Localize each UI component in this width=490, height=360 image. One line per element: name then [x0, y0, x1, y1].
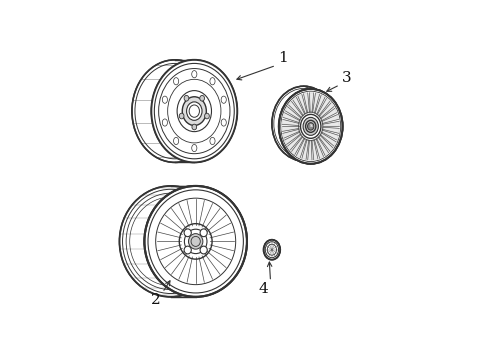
Ellipse shape	[145, 186, 247, 297]
Ellipse shape	[151, 60, 237, 162]
Polygon shape	[322, 127, 340, 133]
Polygon shape	[283, 113, 300, 123]
Ellipse shape	[120, 186, 222, 297]
Polygon shape	[288, 135, 302, 150]
Polygon shape	[317, 138, 329, 156]
Polygon shape	[302, 140, 309, 159]
Polygon shape	[282, 126, 299, 131]
Ellipse shape	[279, 89, 343, 164]
Polygon shape	[320, 133, 336, 146]
Ellipse shape	[200, 229, 207, 237]
Ellipse shape	[182, 97, 206, 126]
Ellipse shape	[298, 112, 323, 141]
Polygon shape	[321, 108, 337, 121]
Polygon shape	[282, 120, 299, 126]
Ellipse shape	[151, 60, 237, 162]
Polygon shape	[313, 93, 319, 113]
Ellipse shape	[200, 95, 204, 101]
Ellipse shape	[145, 186, 247, 297]
Ellipse shape	[264, 240, 280, 260]
Polygon shape	[283, 129, 299, 138]
Ellipse shape	[184, 95, 189, 101]
Polygon shape	[292, 137, 304, 154]
Ellipse shape	[279, 89, 343, 164]
Ellipse shape	[179, 113, 184, 119]
Ellipse shape	[200, 246, 207, 254]
Polygon shape	[303, 93, 310, 113]
Text: 1: 1	[278, 51, 288, 66]
Polygon shape	[322, 114, 339, 123]
Ellipse shape	[205, 113, 209, 119]
Text: 2: 2	[150, 293, 160, 307]
Polygon shape	[289, 101, 303, 117]
Ellipse shape	[189, 234, 203, 249]
Polygon shape	[285, 107, 301, 120]
Text: 4: 4	[259, 282, 269, 296]
Polygon shape	[309, 93, 314, 112]
Ellipse shape	[192, 124, 196, 130]
Polygon shape	[319, 103, 334, 118]
Text: S: S	[309, 124, 312, 129]
Polygon shape	[298, 94, 307, 114]
Polygon shape	[296, 139, 306, 158]
Polygon shape	[312, 140, 318, 160]
Polygon shape	[322, 130, 339, 140]
Polygon shape	[318, 98, 330, 116]
Ellipse shape	[132, 60, 218, 162]
Polygon shape	[315, 139, 323, 158]
Polygon shape	[323, 121, 340, 126]
Ellipse shape	[272, 86, 336, 161]
Ellipse shape	[179, 224, 212, 259]
Polygon shape	[285, 132, 300, 144]
Ellipse shape	[187, 102, 202, 120]
Polygon shape	[308, 140, 312, 160]
Polygon shape	[315, 95, 325, 114]
Polygon shape	[293, 97, 305, 115]
Text: 3: 3	[342, 71, 351, 85]
Ellipse shape	[308, 123, 314, 130]
Polygon shape	[319, 135, 333, 152]
Ellipse shape	[184, 229, 191, 237]
Ellipse shape	[184, 246, 191, 254]
Ellipse shape	[303, 117, 318, 135]
